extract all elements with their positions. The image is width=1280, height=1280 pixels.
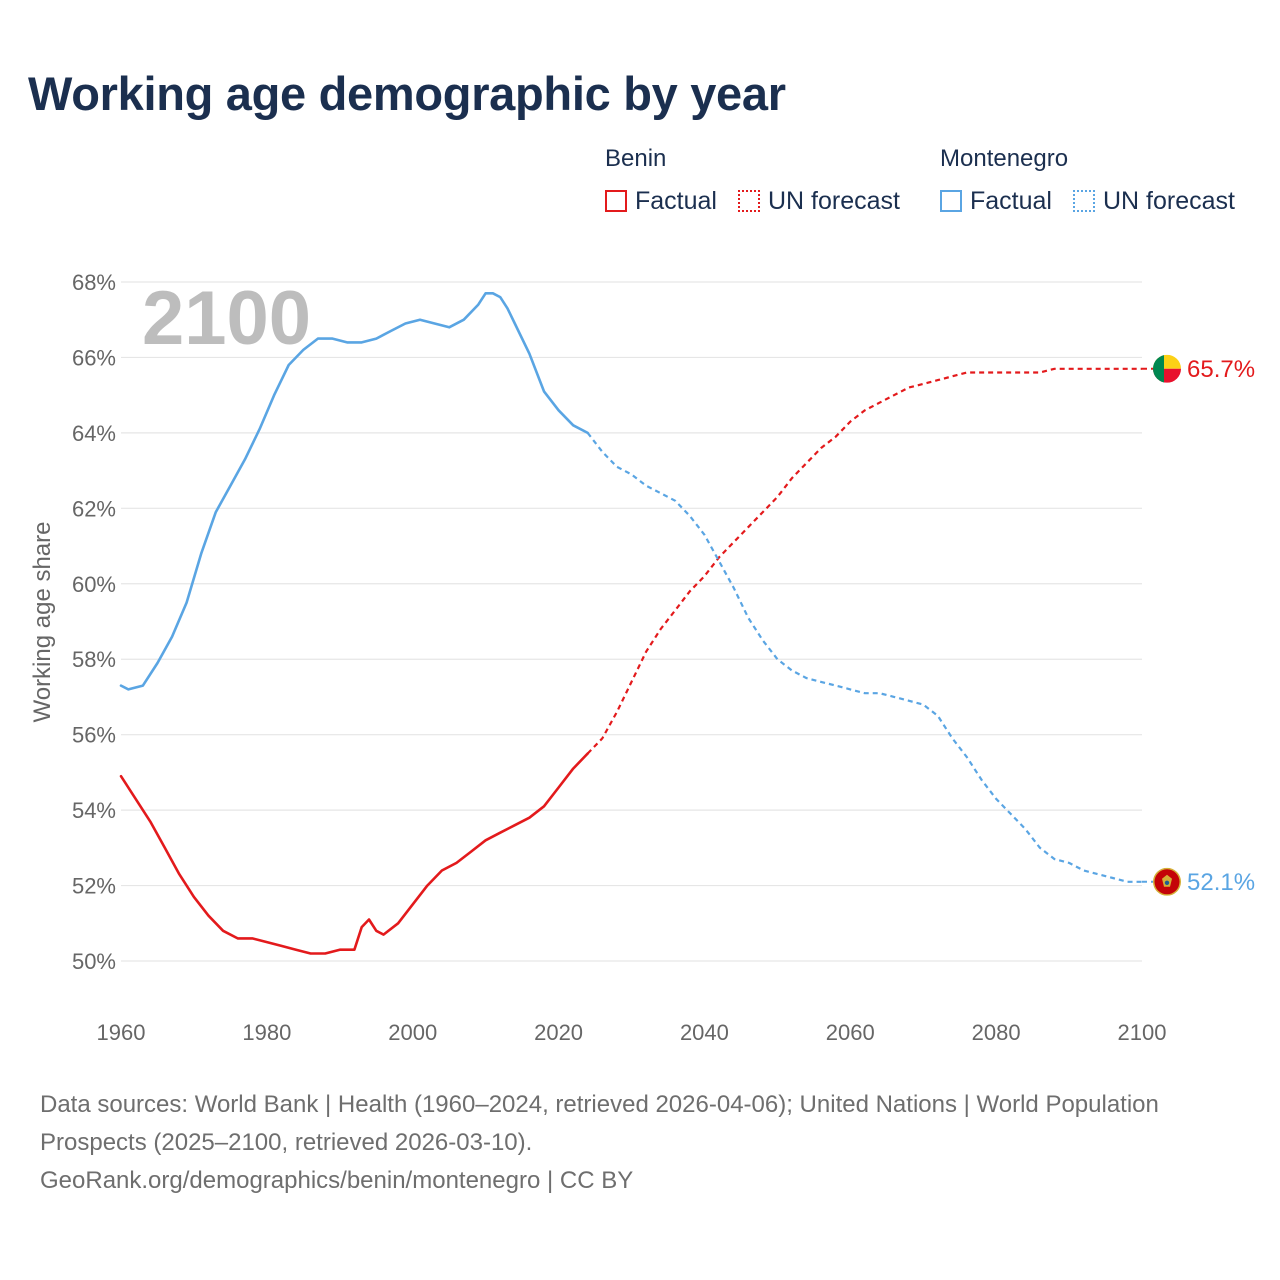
- footer: Data sources: World Bank | Health (1960–…: [40, 1086, 1240, 1200]
- benin-flag-icon: [1153, 354, 1181, 383]
- x-tick-label: 1980: [242, 1020, 291, 1045]
- series-line-benin-factual[interactable]: [119, 752, 589, 955]
- y-tick-label: 60%: [72, 572, 116, 597]
- y-tick-label: 56%: [72, 723, 116, 748]
- legend-label-benin-forecast: UN forecast: [768, 186, 900, 215]
- x-tick-label: 2040: [680, 1020, 729, 1045]
- legend-item-benin-forecast[interactable]: UN forecast: [738, 186, 900, 216]
- end-value-label-montenegro: 52.1%: [1187, 869, 1255, 896]
- legend-swatch-montenegro-forecast: [1073, 190, 1095, 212]
- end-value-label-benin: 65.7%: [1187, 356, 1255, 383]
- x-axis-ticks: 1960 1980 2000 2020 2040 2060 2080 2100: [97, 1020, 1167, 1045]
- x-tick-label: 2020: [534, 1020, 583, 1045]
- legend-label-benin-factual: Factual: [635, 186, 717, 215]
- x-tick-label: 2000: [388, 1020, 437, 1045]
- y-tick-label: 50%: [72, 949, 116, 974]
- legend-swatch-montenegro-factual: [940, 190, 962, 212]
- x-tick-label: 2060: [826, 1020, 875, 1045]
- year-watermark: 2100: [142, 276, 311, 361]
- x-tick-label: 1960: [97, 1020, 146, 1045]
- y-tick-label: 68%: [72, 270, 116, 295]
- legend-item-benin-factual[interactable]: Factual: [605, 186, 717, 216]
- y-axis-ticks: 50% 52% 54% 56% 58% 60% 62% 64% 66% 68%: [72, 270, 116, 974]
- y-tick-label: 52%: [72, 874, 116, 899]
- legend-group-montenegro: Montenegro: [940, 145, 1069, 172]
- y-tick-label: 64%: [72, 421, 116, 446]
- legend-group-benin: Benin: [605, 145, 667, 172]
- end-markers: 65.7% 52.1%: [1142, 354, 1255, 896]
- y-axis-label: Working age share: [29, 522, 56, 723]
- footer-sources: Data sources: World Bank | Health (1960–…: [40, 1091, 1159, 1156]
- legend-label-montenegro-forecast: UN forecast: [1103, 186, 1235, 215]
- montenegro-flag-icon: [1153, 867, 1181, 896]
- y-tick-label: 58%: [72, 647, 116, 672]
- gridlines: [121, 281, 1142, 962]
- legend-item-montenegro-factual[interactable]: Factual: [940, 186, 1052, 216]
- y-tick-label: 62%: [72, 496, 116, 521]
- series-lines: [119, 292, 1142, 955]
- series-line-montenegro-forecast[interactable]: [586, 432, 1142, 883]
- legend-label-montenegro-factual: Factual: [970, 186, 1052, 215]
- chart-title: Working age demographic by year: [28, 67, 786, 120]
- legend-swatch-benin-factual: [605, 190, 627, 212]
- x-tick-label: 2100: [1118, 1020, 1167, 1045]
- legend-item-montenegro-forecast[interactable]: UN forecast: [1073, 186, 1235, 216]
- x-tick-label: 2080: [972, 1020, 1021, 1045]
- series-line-montenegro-factual[interactable]: [119, 292, 589, 691]
- line-chart: 50% 52% 54% 56% 58% 60% 62% 64% 66% 68% 1960 1980 2…: [29, 270, 1255, 1045]
- series-line-benin-forecast[interactable]: [586, 367, 1142, 755]
- legend-swatch-benin-forecast: [738, 190, 760, 212]
- footer-credit: GeoRank.org/demographics/benin/montenegr…: [40, 1167, 634, 1194]
- y-tick-label: 54%: [72, 798, 116, 823]
- y-tick-label: 66%: [72, 345, 116, 370]
